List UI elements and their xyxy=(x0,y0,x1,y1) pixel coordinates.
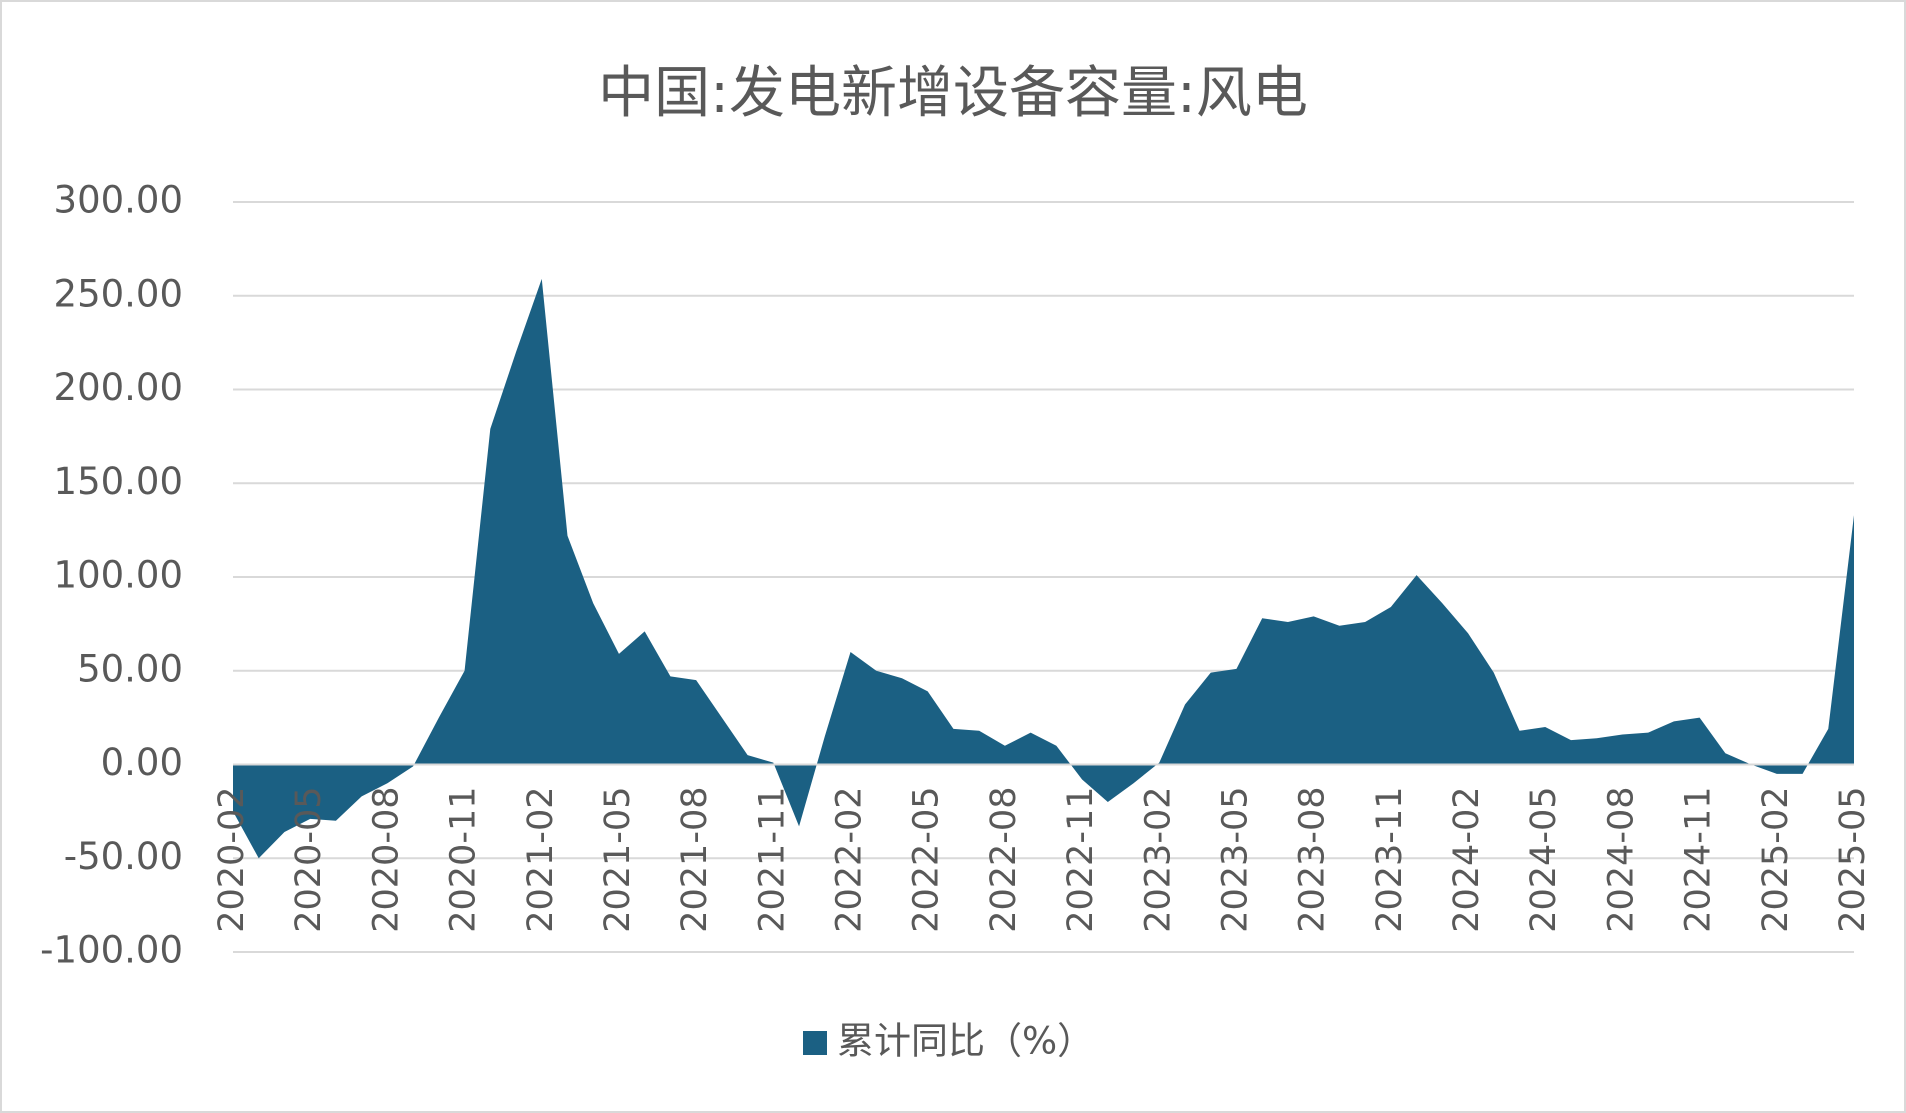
legend-swatch xyxy=(803,1031,827,1055)
x-tick-label: 2024-11 xyxy=(1679,787,1719,933)
x-tick-label: 2025-05 xyxy=(1833,787,1873,933)
x-tick-label: 2022-05 xyxy=(907,787,947,933)
x-tick-label: 2023-08 xyxy=(1293,787,1333,933)
area xyxy=(233,278,1854,859)
x-tick-label: 2023-11 xyxy=(1370,787,1410,933)
x-tick-label: 2021-05 xyxy=(598,787,638,933)
y-tick-label: 200.00 xyxy=(54,366,183,409)
y-tick-label: 150.00 xyxy=(54,460,183,503)
y-tick-label: 50.00 xyxy=(77,647,183,690)
x-tick-label: 2020-02 xyxy=(212,787,252,933)
x-tick-label: 2021-08 xyxy=(675,787,715,933)
y-tick-label: 100.00 xyxy=(54,554,183,597)
x-tick-label: 2020-11 xyxy=(444,787,484,933)
x-tick-label: 2020-08 xyxy=(366,787,406,933)
x-tick-label: 2021-11 xyxy=(752,787,792,933)
y-tick-label: 300.00 xyxy=(54,179,183,222)
y-tick-label: 250.00 xyxy=(54,272,183,315)
chart-title: 中国:发电新增设备容量:风电 xyxy=(598,61,1308,126)
x-tick-label: 2022-11 xyxy=(1061,787,1101,933)
x-tick-label: 2022-02 xyxy=(830,787,870,933)
x-tick-label: 2020-05 xyxy=(289,787,329,933)
x-tick-label: 2025-02 xyxy=(1756,787,1796,933)
x-tick-label: 2023-02 xyxy=(1138,787,1178,933)
y-tick-label: 0.00 xyxy=(101,741,183,784)
x-tick-label: 2024-02 xyxy=(1447,787,1487,933)
x-tick-label: 2024-05 xyxy=(1524,787,1564,933)
x-tick-label: 2021-02 xyxy=(521,787,561,933)
x-tick-label: 2024-08 xyxy=(1601,787,1641,933)
x-tick-label: 2023-05 xyxy=(1215,787,1255,933)
y-tick-label: -50.00 xyxy=(64,835,183,878)
x-tick-label: 2022-08 xyxy=(984,787,1024,933)
y-tick-label: -100.00 xyxy=(40,929,183,972)
legend-label: 累计同比（%） xyxy=(837,1020,1094,1063)
